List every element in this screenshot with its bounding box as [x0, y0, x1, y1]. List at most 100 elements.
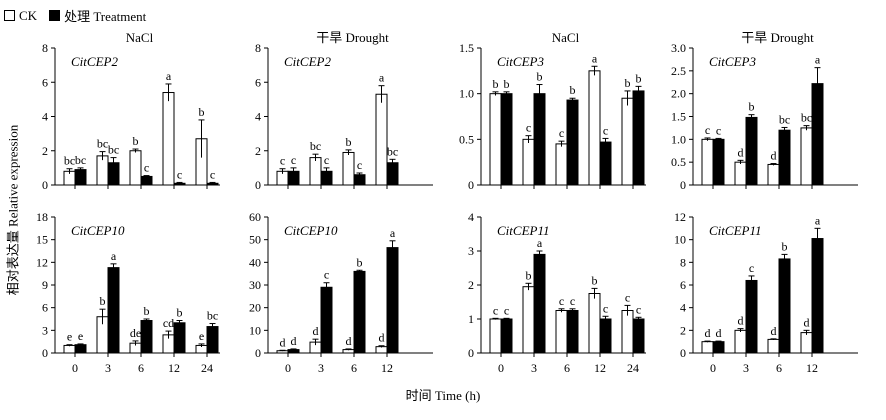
panel-7-y-tick-label: 1: [468, 312, 474, 326]
panel-7-y-tick-label: 2: [468, 278, 474, 292]
panel-4-y-tick-label: 1.5: [671, 110, 686, 124]
panel-3-letter-ck: c: [526, 121, 531, 135]
panel-5-bar-treatment: [206, 326, 219, 354]
panel-5-y-tick-label: 3: [42, 323, 48, 337]
panel-4-y-tick-label: 0.5: [671, 155, 686, 169]
panel-1-bar-ck: [96, 155, 109, 186]
panel-4-bar-ck: [734, 161, 747, 186]
panel-3-letter-ck: b: [493, 77, 499, 91]
panel-6-letter-ck: d: [346, 334, 352, 348]
panel-5-letter-ck: cd: [163, 316, 174, 330]
panel-7-letter-ck: b: [592, 273, 598, 287]
panel-3-y-tick-label: 0: [468, 178, 474, 192]
panel-5-y-tick-label: 18: [36, 210, 48, 224]
panel-6-letter-treatment: c: [324, 268, 329, 282]
panel-8-bar-treatment: [712, 341, 725, 354]
panel-5-y-tick-label: 9: [42, 278, 48, 292]
panel-1-letter-ck: a: [166, 69, 172, 83]
panel-7-bar-treatment: [500, 318, 513, 354]
panel-7-letter-treatment: c: [636, 302, 641, 316]
panel-4-letter-ck: c: [705, 123, 710, 137]
panel-5-bar-treatment: [74, 344, 87, 354]
panel-1-gene-label: CitCEP2: [71, 54, 118, 69]
panel-3-letter-treatment: c: [603, 123, 608, 137]
panel-7-letter-ck: c: [559, 294, 564, 308]
panel-1-letter-ck: b: [133, 134, 139, 148]
panel-7-letter-treatment: c: [570, 294, 575, 308]
panel-7-bar-ck: [489, 318, 502, 354]
panel-7-letter-ck: b: [526, 268, 532, 282]
panel-3-bar-treatment: [533, 93, 546, 186]
panel-8-bar-treatment: [745, 279, 758, 354]
panel-5-bar-treatment: [140, 320, 153, 354]
panel-8-letter-ck: d: [705, 326, 711, 340]
panel-8-y-tick-label: 2: [680, 323, 686, 337]
x-axis-title: 时间 Time (h): [405, 388, 481, 403]
panel-1-bar-treatment: [74, 169, 87, 186]
panel-3-letter-treatment: b: [504, 77, 510, 91]
panel-7-x-tick-label: 0: [498, 361, 504, 375]
panel-3-y-tick-label: 1.0: [459, 87, 474, 101]
panel-7-letter-treatment: c: [603, 301, 608, 315]
panel-3-letter-ck: a: [592, 51, 598, 65]
panel-3-bar-ck: [621, 97, 634, 186]
panel-6-letter-ck: d: [379, 331, 385, 345]
panel-1-title: NaCl: [126, 30, 154, 45]
panel-4-y-tick-label: 2.5: [671, 64, 686, 78]
panel-5-y-tick-label: 12: [36, 255, 48, 269]
panel-1-letter-treatment: c: [210, 167, 215, 181]
panel-4-bar-treatment: [712, 138, 725, 186]
panel-8-letter-ck: d: [771, 324, 777, 338]
panel-4-letter-treatment: c: [716, 123, 721, 137]
panel-6-bar-treatment: [386, 247, 399, 354]
panel-2-y-tick-label: 4: [255, 110, 261, 124]
panel-1-y-tick-label: 0: [42, 178, 48, 192]
panel-7-bar-ck: [555, 310, 568, 354]
panel-8-letter-ck: d: [738, 314, 744, 328]
panel-2-y-tick-label: 2: [255, 144, 261, 158]
legend-ck-label: CK: [19, 7, 38, 23]
panel-4-bar-treatment: [745, 116, 758, 186]
panel-4-letter-ck: bc: [801, 111, 812, 125]
panel-7-y-tick-label: 3: [468, 244, 474, 258]
panel-5-letter-treatment: a: [111, 249, 117, 263]
panel-5-x-tick-label: 24: [201, 361, 213, 375]
panel-5-x-tick-label: 12: [168, 361, 180, 375]
panel-4-letter-treatment: b: [749, 100, 755, 114]
panel-2-bar-ck: [342, 151, 355, 186]
panel-2-y-tick-label: 0: [255, 178, 261, 192]
panel-2-letter-treatment: c: [324, 153, 329, 167]
panel-8-bar-ck: [767, 338, 780, 354]
panel-6-bar-treatment: [353, 270, 366, 354]
panel-1-y-tick-label: 6: [42, 75, 48, 89]
panel-6-bar-ck: [375, 346, 388, 354]
panel-8-y-tick-label: 8: [680, 255, 686, 269]
panel-8-y-tick-label: 12: [674, 210, 686, 224]
panel-6-y-tick-label: 0: [255, 346, 261, 360]
panel-4-y-tick-label: 2.0: [671, 87, 686, 101]
panel-7-bar-treatment: [533, 253, 546, 354]
panel-3-y-tick-label: 0.5: [459, 132, 474, 146]
panel-8-x-tick-label: 3: [743, 361, 749, 375]
panel-5-letter-treatment: b: [177, 306, 183, 320]
panel-6-y-tick-label: 30: [249, 278, 261, 292]
legend: CK 处理 Treatment: [4, 6, 146, 25]
panel-8-x-tick-label: 6: [776, 361, 782, 375]
panel-8-y-tick-label: 10: [674, 233, 686, 247]
panel-5-letter-treatment: b: [144, 304, 150, 318]
panel-1-letter-ck: bc: [64, 154, 75, 168]
panel-6-letter-treatment: b: [357, 255, 363, 269]
panel-8-bar-treatment: [778, 258, 791, 354]
panel-6-bar-treatment: [320, 286, 333, 354]
panel-4-bar-ck: [767, 163, 780, 186]
panel-1-letter-treatment: bc: [75, 153, 86, 167]
legend-ck-swatch: [4, 10, 15, 21]
panel-3-bar-ck: [489, 93, 502, 186]
panel-8-gene-label: CitCEP11: [709, 223, 761, 238]
panel-1-y-tick-label: 8: [42, 41, 48, 55]
panel-3-bar-ck: [522, 138, 535, 186]
panel-1-letter-treatment: c: [144, 161, 149, 175]
panel-6-letter-treatment: d: [291, 334, 297, 348]
panel-7-bar-treatment: [566, 310, 579, 354]
panel-7-bar-ck: [522, 286, 535, 354]
